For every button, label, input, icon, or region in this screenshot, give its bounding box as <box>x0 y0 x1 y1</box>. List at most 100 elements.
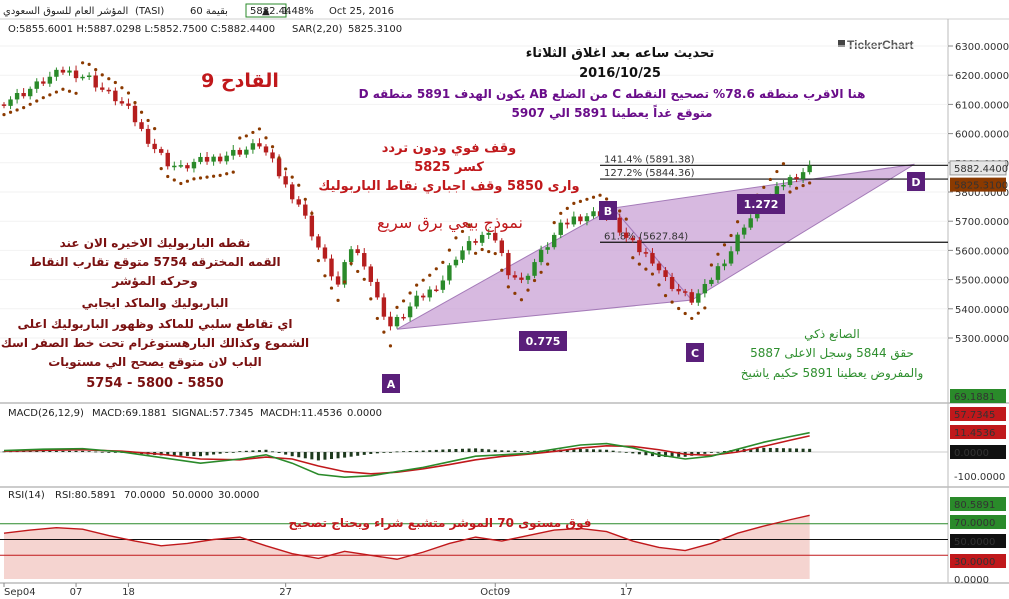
candle-body <box>191 161 197 169</box>
sar-dot <box>172 178 176 182</box>
macd-hist-bar <box>696 452 700 455</box>
sar-dot <box>415 283 419 287</box>
sar-dot <box>336 298 340 302</box>
sar-dot <box>631 256 635 260</box>
candle-body <box>14 93 20 100</box>
candle-body <box>421 295 426 298</box>
candle-body <box>571 216 577 225</box>
sar-dot <box>153 127 157 131</box>
header-name: المؤشر العام للسوق السعودي <box>3 6 128 17</box>
sar-dot <box>185 179 189 183</box>
macd-hist-bar <box>454 448 458 452</box>
candle-body <box>309 215 315 237</box>
macd-hist-bar <box>310 452 314 460</box>
sar-label: SAR(2,20) <box>292 24 342 35</box>
macd-hist-bar <box>716 451 720 453</box>
sar-dot <box>2 113 6 117</box>
macd-hist-bar <box>271 451 275 453</box>
macd-hist-bar <box>343 452 347 458</box>
left-note-line7: الباب لان متوقع يصحح الي مستويات <box>48 355 262 370</box>
sar-dot <box>15 108 19 112</box>
candle-body <box>728 251 734 264</box>
right-note-line1: الصانع ذكي <box>804 327 860 341</box>
macd-hist: MACDH:11.4536 <box>260 408 342 419</box>
sar-price-badge-text: 5825.3100 <box>954 181 1008 192</box>
title-line1: تحديث ساعه بعد اغلاق الثلاثاء <box>526 46 714 61</box>
fib-127-label: 127.2% (5844.36) <box>604 168 695 179</box>
candle-body <box>8 99 13 106</box>
sar-dot <box>100 73 104 77</box>
macd-line <box>3 431 810 479</box>
sar-dot <box>794 186 799 190</box>
candle-body <box>466 241 472 251</box>
candle-body <box>669 276 675 289</box>
macd-hist-bar <box>166 452 170 456</box>
candle-body <box>479 234 485 243</box>
macd-hist-bar <box>749 448 753 452</box>
sar-dot <box>28 102 32 106</box>
sar-dot <box>434 267 438 271</box>
sar-dot <box>41 96 45 100</box>
macd-value: MACD:69.1881 <box>92 408 167 419</box>
left-note-line3: وحركه المؤشر <box>111 274 197 289</box>
candle-body <box>217 156 223 162</box>
candle-body <box>342 262 347 285</box>
macd-hist-bar <box>434 449 438 452</box>
candle-body <box>224 155 229 162</box>
sar-dot <box>506 285 510 289</box>
sar-dot <box>788 190 792 194</box>
sar-dot <box>369 297 373 301</box>
candle-body <box>67 70 72 73</box>
macd-hist-bar <box>631 452 635 454</box>
svg-text:D: D <box>911 176 920 189</box>
candle-body <box>139 122 144 129</box>
sar-dot <box>716 252 720 256</box>
time-label: 27 <box>279 587 292 598</box>
main-note-line2: متوقع غداً يعطينا 5891 الي 5907 <box>512 104 713 121</box>
macd-hist-bar <box>205 452 209 456</box>
macd-hist-bar <box>637 452 641 455</box>
candle-body <box>270 152 275 159</box>
candle-body <box>427 289 432 298</box>
macd-hist-bar <box>611 450 615 452</box>
sar-dot <box>375 316 379 321</box>
sar-dot <box>323 274 327 278</box>
macd-hist-bar <box>703 452 707 454</box>
macd-hist-bar <box>808 448 812 452</box>
candle-body <box>741 227 747 235</box>
main-note-line1: هنا الاقرب منطقه 78.6% تصحيح النقطه C من… <box>359 87 866 102</box>
sar-dot <box>362 277 366 281</box>
macd-params: MACD(26,12,9) <box>8 408 84 419</box>
candle-body <box>552 234 557 248</box>
macd-hist-bar <box>402 451 406 453</box>
price-tick-label: 6000.0000 <box>955 130 1009 141</box>
candle-body <box>650 253 655 264</box>
candle-body <box>60 69 66 73</box>
rsi-axis-badge <box>950 534 1006 548</box>
macd-hist-bar <box>801 448 805 452</box>
candle-body <box>100 87 105 90</box>
sar-dot <box>198 176 203 180</box>
sar-dot <box>493 252 497 256</box>
left-note-line1: نقطه الباربوليك الاخيره الان عند <box>60 236 251 251</box>
sar-dot <box>310 211 314 215</box>
sar-value: 5825.3100 <box>348 24 402 35</box>
header-date: Oct 25, 2016 <box>329 6 394 17</box>
sar-dot <box>460 229 465 234</box>
macd-hist-bar <box>74 450 78 452</box>
time-label: Sep04 <box>4 587 36 598</box>
parabolic-sar <box>2 61 812 348</box>
sar-dot <box>703 306 707 310</box>
macd-hist-bar <box>565 449 569 452</box>
title-line2: 2016/10/25 <box>579 66 661 81</box>
macd-hist-bar <box>375 452 379 454</box>
sar-dot <box>709 263 714 267</box>
sar-dot <box>179 181 183 186</box>
candle-body <box>54 69 59 77</box>
macd-hist-bar <box>257 450 261 452</box>
point-c-label: C <box>686 343 704 362</box>
rsi-axis-badge <box>950 515 1006 529</box>
macd-hist-bar <box>185 452 189 456</box>
